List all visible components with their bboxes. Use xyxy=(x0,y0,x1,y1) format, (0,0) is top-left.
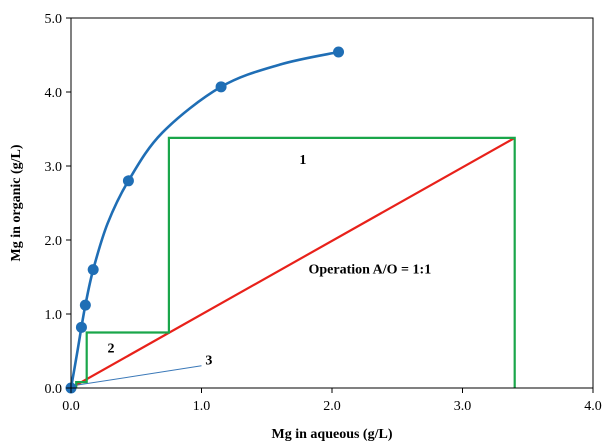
x-tick-label: 2.0 xyxy=(323,399,341,414)
x-tick-label: 1.0 xyxy=(193,399,211,414)
isotherm-point xyxy=(75,321,87,333)
y-tick-label: 4.0 xyxy=(45,86,63,101)
isotherm-point xyxy=(122,175,134,187)
isotherm-point xyxy=(215,81,227,93)
operation-label: Operation A/O = 1:1 xyxy=(309,262,432,277)
axes: 0.0 1.0 2.0 3.0 4.0 0.0 1.0 2.0 3.0 4.0 5.0 xyxy=(45,12,602,414)
y-tick-label: 1.0 xyxy=(45,308,63,323)
plot-area: 1 2 Operation A/O = 1:1 3 xyxy=(65,46,516,394)
y-tick-label: 3.0 xyxy=(45,160,63,175)
y-tick-label: 0.0 xyxy=(45,382,63,397)
x-axis-title: Mg in aqueous (g/L) xyxy=(272,427,393,442)
operating-line xyxy=(70,136,516,389)
x-tick-label: 0.0 xyxy=(62,399,80,414)
y-axis-title: Mg in organic (g/L) xyxy=(9,144,24,261)
stage-steps-line xyxy=(75,136,516,388)
y-tick-label: 5.0 xyxy=(45,12,63,27)
stage-2-label: 2 xyxy=(108,341,115,356)
stage-3-callout-line xyxy=(77,365,202,386)
stage-1-label: 1 xyxy=(299,153,306,168)
isotherm-curve xyxy=(69,50,339,389)
x-tick-label: 4.0 xyxy=(584,399,602,414)
stage-3-label: 3 xyxy=(205,353,212,368)
isotherm-point xyxy=(333,46,345,58)
y-tick-label: 2.0 xyxy=(45,234,63,249)
isotherm-point xyxy=(87,264,99,276)
isotherm-point xyxy=(79,299,91,311)
x-tick-label: 3.0 xyxy=(454,399,472,414)
